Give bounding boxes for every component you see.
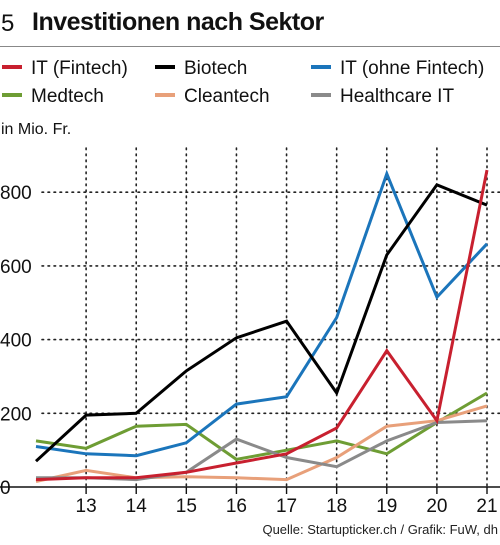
y-tick-label-200: 200 — [0, 404, 32, 425]
legend-label-healthcare-it: Healthcare IT — [340, 86, 455, 107]
x-tick-label-18: 18 — [326, 496, 347, 517]
title-rule — [0, 46, 500, 47]
legend-label-it-ohne-fintech: IT (ohne Fintech) — [340, 58, 485, 79]
legend-item-it-fintech: IT (Fintech) — [2, 58, 128, 80]
series-line-cleantech — [35, 404, 488, 483]
legend-item-medtech: Medtech — [2, 86, 104, 108]
legend-swatch-biotech — [155, 64, 175, 69]
x-tick-label-15: 15 — [176, 496, 197, 517]
legend-label-cleantech: Cleantech — [184, 86, 270, 107]
legend-swatch-medtech — [2, 92, 22, 97]
legend-label-it-fintech: IT (Fintech) — [31, 58, 128, 79]
chart-title: Investitionen nach Sektor — [32, 8, 324, 36]
y-tick-label-400: 400 — [0, 331, 32, 352]
series-line-healthcare-it — [36, 419, 488, 482]
series-line-it-ohne-fintech — [35, 169, 489, 458]
legend-label-biotech: Biotech — [184, 58, 248, 79]
chart-header: 5 Investitionen nach Sektor — [0, 0, 500, 46]
legend-swatch-it-ohne-fintech — [311, 64, 331, 69]
legend-item-biotech: Biotech — [155, 58, 247, 80]
x-tick-label-13: 13 — [76, 496, 97, 517]
y-tick-label-600: 600 — [0, 257, 32, 278]
x-tick-label-20: 20 — [426, 496, 447, 517]
x-tick-label-17: 17 — [276, 496, 297, 517]
x-tick-label-21: 21 — [476, 496, 497, 517]
source-credit: Quelle: Startupticker.ch / Grafik: FuW, … — [262, 522, 498, 537]
figure-number: 5 — [1, 10, 15, 37]
legend-swatch-healthcare-it — [311, 92, 331, 97]
y-tick-label-800: 800 — [0, 183, 32, 204]
unit-label: in Mio. Fr. — [1, 121, 72, 138]
legend-item-healthcare-it: Healthcare IT — [311, 86, 454, 108]
legend-swatch-cleantech — [155, 92, 175, 97]
legend-item-cleantech: Cleantech — [155, 86, 270, 108]
series-line-it-fintech — [35, 169, 489, 482]
series-line-biotech — [34, 182, 488, 463]
legend-swatch-it-fintech — [2, 64, 22, 69]
y-tick-label-0: 0 — [0, 478, 11, 499]
legend-item-it-ohne-fintech: IT (ohne Fintech) — [311, 58, 484, 80]
x-tick-label-19: 19 — [376, 496, 397, 517]
legend-label-medtech: Medtech — [31, 86, 104, 107]
x-tick-label-14: 14 — [126, 496, 148, 517]
series-line-medtech — [35, 391, 488, 461]
x-tick-label-16: 16 — [226, 496, 247, 517]
